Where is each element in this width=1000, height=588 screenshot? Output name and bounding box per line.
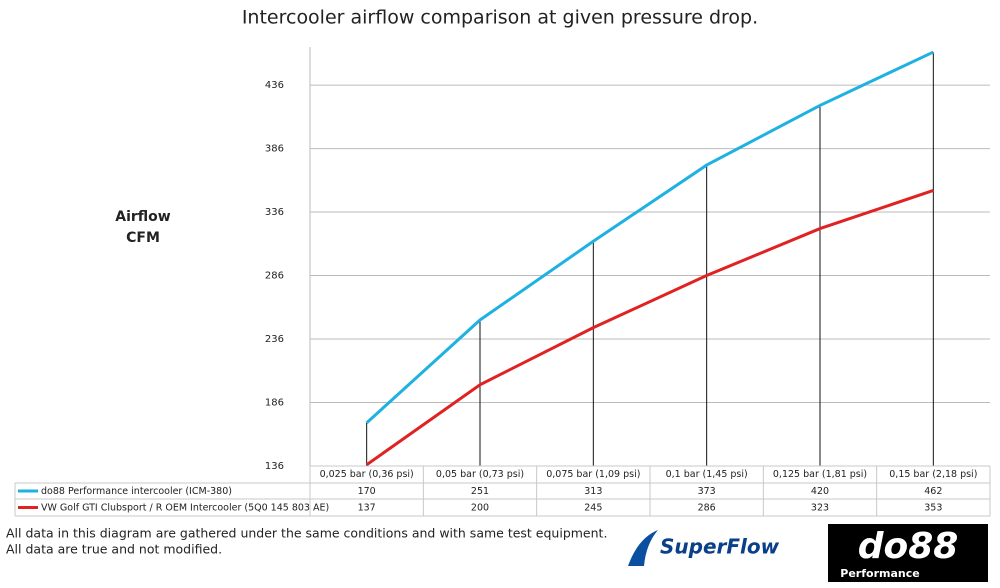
table-value: 353 — [924, 503, 942, 514]
y-tick-label: 336 — [265, 207, 284, 218]
do88-logo: do88 Performance — [828, 524, 988, 582]
table-value: 373 — [698, 486, 716, 497]
superflow-logo: SuperFlow — [628, 530, 780, 566]
y-tick-label: 436 — [265, 80, 284, 91]
legend-label: do88 Performance intercooler (ICM-380) — [41, 486, 232, 497]
x-tick-label: 0,15 bar (2,18 psi) — [889, 469, 977, 480]
y-axis-label: CFM — [126, 230, 160, 246]
logo-subtext: Performance — [840, 567, 919, 580]
table-value: 251 — [471, 486, 489, 497]
logo-text: do88 — [858, 526, 959, 567]
logo-text: SuperFlow — [660, 535, 780, 559]
logo-box — [828, 524, 988, 582]
y-tick-label: 186 — [265, 398, 284, 409]
y-tick-label: 136 — [265, 461, 284, 472]
series-line — [365, 50, 934, 424]
y-tick-label: 236 — [265, 334, 284, 345]
footnote: All data are true and not modified. — [6, 542, 222, 557]
table-value: 323 — [811, 503, 829, 514]
table-value: 420 — [811, 486, 829, 497]
y-tick-label: 286 — [265, 271, 284, 282]
y-axis-label: Airflow — [115, 209, 171, 225]
table-value: 137 — [358, 503, 376, 514]
chart-title: Intercooler airflow comparison at given … — [242, 7, 758, 29]
table-value: 462 — [924, 486, 942, 497]
footnote: All data in this diagram are gathered un… — [6, 526, 607, 541]
table-value: 313 — [584, 486, 602, 497]
x-tick-label: 0,075 bar (1,09 psi) — [546, 469, 640, 480]
y-tick-label: 386 — [265, 144, 284, 155]
x-tick-label: 0,025 bar (0,36 psi) — [320, 469, 414, 480]
x-tick-label: 0,125 bar (1,81 psi) — [773, 469, 867, 480]
table-value: 170 — [358, 486, 376, 497]
table-value: 200 — [471, 503, 489, 514]
series-line — [365, 189, 934, 466]
legend-label: VW Golf GTI Clubsport / R OEM Intercoole… — [41, 503, 329, 514]
table-value: 245 — [584, 503, 602, 514]
table-value: 286 — [698, 503, 716, 514]
x-tick-label: 0,1 bar (1,45 psi) — [666, 469, 748, 480]
x-tick-label: 0,05 bar (0,73 psi) — [436, 469, 524, 480]
